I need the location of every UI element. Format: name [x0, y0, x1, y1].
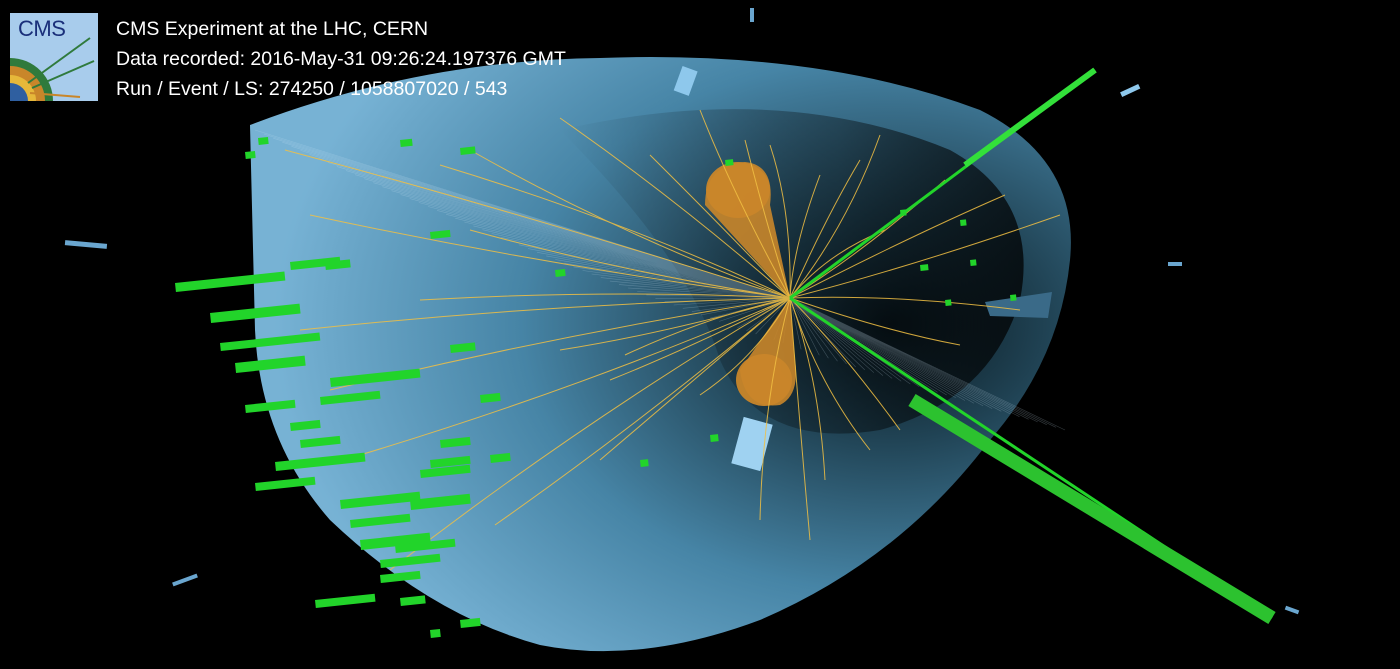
energy-deposit	[959, 219, 967, 226]
experiment-title: CMS Experiment at the LHC, CERN	[116, 18, 429, 40]
energy-deposit	[275, 452, 366, 471]
energy-deposit	[210, 303, 301, 323]
energy-deposit	[710, 434, 719, 442]
event-info: CMS Experiment at the LHC, CERN Data rec…	[116, 14, 566, 104]
energy-deposit	[220, 332, 321, 351]
energy-deposit	[430, 229, 451, 239]
track-line	[789, 297, 901, 431]
track-line	[419, 293, 791, 301]
energy-deposit	[245, 399, 296, 413]
particle-tracks	[284, 109, 1061, 571]
cms-logo: CMS	[10, 13, 98, 101]
energy-deposit	[234, 355, 306, 373]
energy-deposit	[489, 452, 511, 463]
track-line	[789, 296, 1021, 311]
energy-deposit	[450, 342, 476, 353]
energy-deposit	[340, 491, 421, 509]
energy-deposit	[300, 435, 341, 448]
track-line	[599, 297, 791, 461]
energy-deposit	[325, 259, 351, 270]
energy-deposit	[360, 532, 431, 550]
energy-deposit	[945, 299, 952, 306]
cms-logo-text: CMS	[18, 16, 66, 41]
energy-deposit	[440, 436, 471, 448]
track-line	[359, 297, 791, 456]
energy-deposit	[257, 136, 269, 145]
track-line	[789, 297, 811, 541]
track-line	[789, 134, 881, 299]
track-line	[744, 139, 791, 299]
track-line	[389, 297, 791, 571]
energy-deposit	[400, 595, 426, 606]
energy-deposit	[245, 150, 256, 159]
track-line	[469, 229, 791, 299]
energy-deposit	[460, 146, 476, 155]
energy-deposit	[255, 476, 316, 491]
track-line	[789, 297, 961, 346]
energy-deposit	[330, 368, 421, 387]
energy-deposit	[1010, 294, 1017, 301]
jet-cones	[705, 162, 796, 406]
track-line	[699, 297, 791, 396]
energy-deposit	[320, 390, 381, 405]
track-line	[299, 297, 791, 331]
calorimeter-deposits	[175, 136, 1017, 638]
run-event-ls: Run / Event / LS: 274250 / 1058807020 / …	[116, 78, 508, 100]
track-line	[789, 174, 821, 299]
track-line	[559, 117, 791, 299]
track-line	[699, 109, 791, 299]
track-line	[494, 297, 791, 526]
energy-deposit	[420, 464, 471, 478]
track-line	[789, 194, 1006, 299]
track-line	[789, 159, 861, 299]
track-line	[309, 214, 791, 299]
track-line	[284, 149, 791, 299]
energy-deposit	[920, 264, 929, 271]
track-line	[759, 297, 791, 521]
track-line	[609, 297, 791, 381]
track-line	[559, 297, 791, 351]
track-line	[624, 297, 791, 356]
energy-deposit	[409, 493, 471, 510]
energy-deposit	[430, 455, 471, 468]
energy-deposit	[395, 538, 456, 553]
energy-deposit	[379, 570, 421, 583]
energy-deposit	[725, 159, 734, 166]
track-line	[769, 144, 791, 299]
energy-deposit	[290, 256, 341, 270]
energy-deposit	[430, 628, 441, 638]
energy-deposit	[315, 593, 376, 608]
energy-deposit	[380, 553, 441, 568]
track-line	[789, 297, 871, 451]
track-line	[469, 149, 791, 299]
energy-deposit	[175, 271, 286, 292]
track-line	[439, 164, 791, 299]
energy-deposit	[350, 513, 411, 528]
energy-deposit	[459, 617, 481, 628]
track-line	[789, 214, 1061, 299]
cms-logo-graphic	[10, 13, 98, 101]
data-recorded: Data recorded: 2016-May-31 09:26:24.1973…	[116, 48, 566, 70]
energy-deposit	[479, 392, 501, 403]
high-energy-tracks	[789, 67, 1276, 624]
energy-deposit	[970, 259, 977, 266]
energy-deposit	[290, 419, 321, 431]
energy-deposit	[400, 138, 413, 147]
energy-deposit	[640, 459, 649, 467]
energy-deposit	[554, 268, 566, 277]
track-line	[649, 154, 791, 299]
detector-barrel	[64, 8, 1300, 652]
